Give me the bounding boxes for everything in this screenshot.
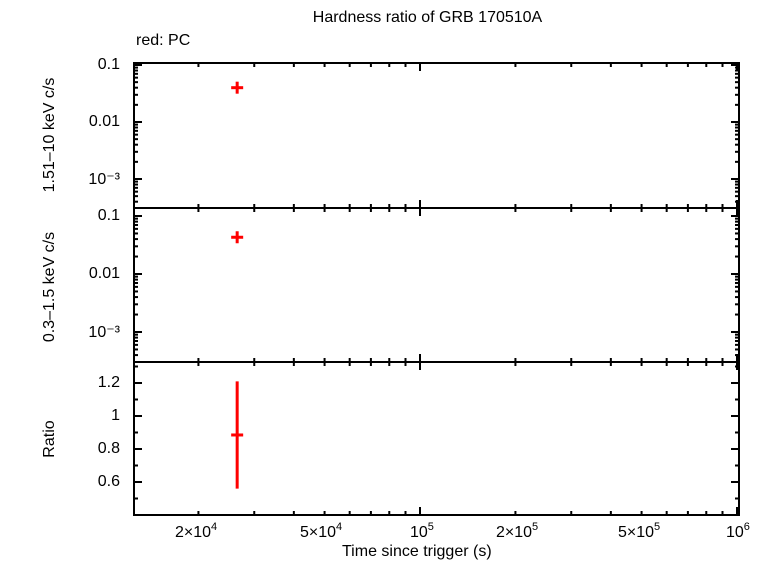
xtick-5e4: 5×104 [300,521,343,541]
middle-ytick-0.01: 0.01 [88,265,120,282]
middle-ylabel: 0.3–1.5 keV c/s [41,231,58,343]
top-ylabel: 1.51–10 keV c/s [41,77,58,193]
chart-title: Hardness ratio of GRB 170510A [312,9,543,26]
bottom-ytick-0.6: 0.6 [97,473,120,490]
xtick-1e5: 105 [410,521,434,541]
xtick-2e4: 2×104 [175,521,218,541]
xtick-2e5: 2×105 [496,521,539,541]
xtick-5e5: 5×105 [618,521,661,541]
x-axis-label: Time since trigger (s) [342,543,492,560]
top-ytick-0.1: 0.1 [97,56,120,73]
bottom-ylabel: Ratio [41,420,58,458]
xtick-1e6: 106 [726,521,750,541]
legend-label: red: PC [136,32,191,49]
middle-ytick-1e-3: 10⁻³ [88,324,120,341]
bottom-ytick-1: 1 [111,407,120,424]
bottom-ytick-1.2: 1.2 [97,374,120,391]
bottom-ytick-0.8: 0.8 [97,440,120,457]
middle-ytick-0.1: 0.1 [97,207,120,224]
top-ytick-1e-3: 10⁻³ [88,171,120,188]
panel-frames [133,62,740,516]
top-ytick-0.01: 0.01 [88,113,120,130]
